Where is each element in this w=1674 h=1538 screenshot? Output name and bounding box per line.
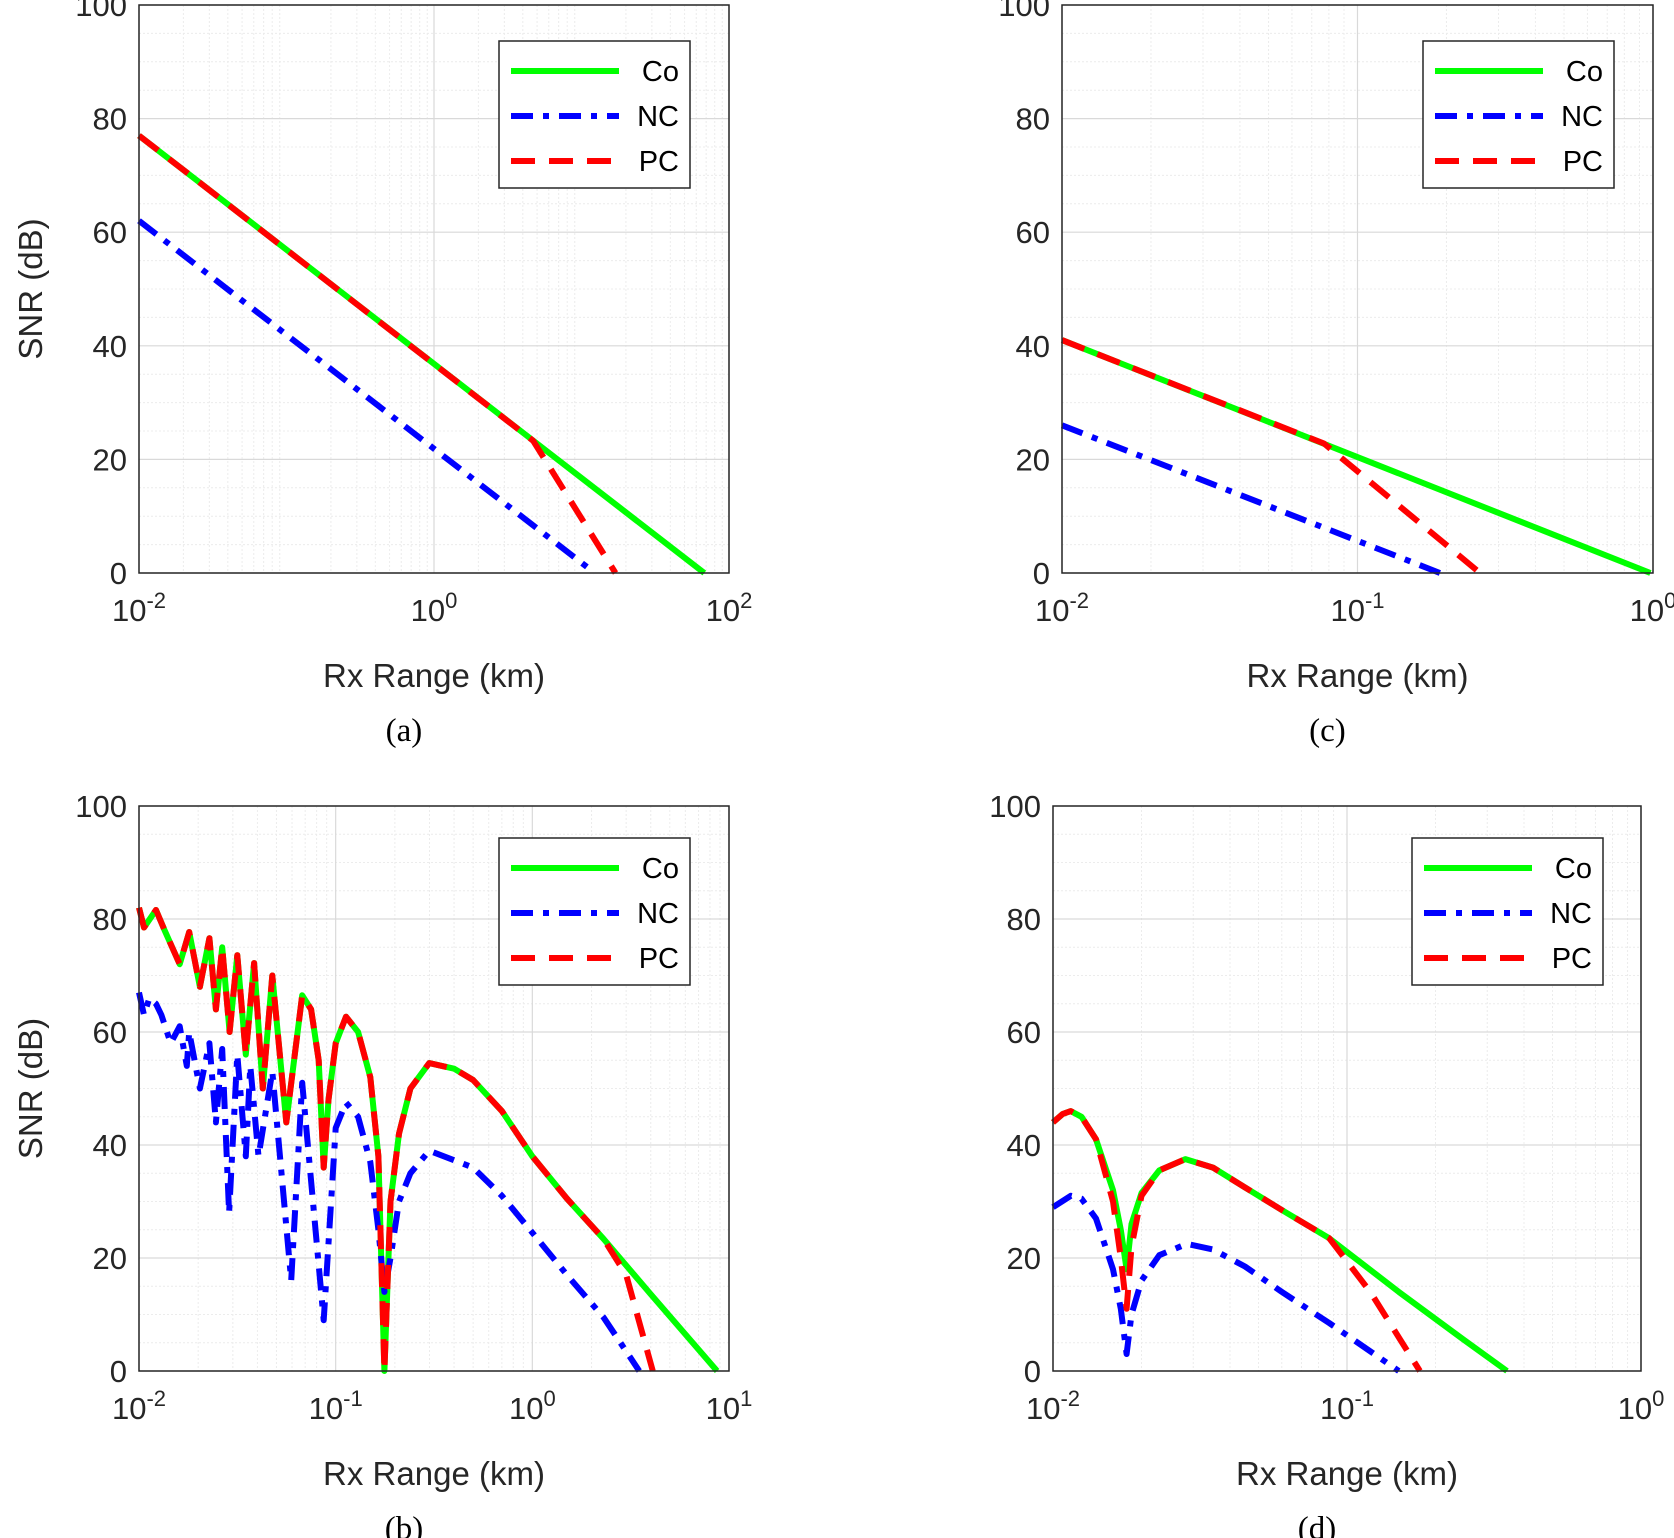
- y-tick-label: 100: [989, 789, 1041, 824]
- legend-label-co: Co: [1555, 853, 1592, 885]
- x-tick-label: 101: [706, 1386, 753, 1426]
- y-tick-label: 0: [1033, 556, 1050, 591]
- legend: Co NC PC: [498, 40, 691, 189]
- series-line-co: [1060, 337, 1652, 576]
- series-line-pc: [1051, 1108, 1423, 1373]
- y-tick-label: 100: [75, 789, 127, 824]
- y-tick-label: 100: [75, 0, 127, 23]
- series-line-pc: [136, 906, 656, 1374]
- y-tick-label: 60: [1007, 1015, 1041, 1050]
- y-tick-label: 20: [93, 442, 127, 477]
- series-line-nc: [1051, 1192, 1401, 1374]
- x-axis-label: Rx Range (km): [1236, 1455, 1458, 1492]
- y-tick-label: 20: [93, 1241, 127, 1276]
- legend-label-pc: PC: [1563, 146, 1603, 178]
- series-line-pc: [137, 133, 619, 575]
- x-tick-label: 102: [706, 588, 753, 628]
- legend-label-pc: PC: [1552, 943, 1592, 975]
- legend-label-co: Co: [1566, 56, 1603, 88]
- legend: Co NC PC: [1411, 837, 1604, 986]
- legend-label-nc: NC: [637, 898, 679, 930]
- legend-label-pc: PC: [639, 146, 679, 178]
- series-line-nc: [1060, 422, 1441, 576]
- x-tick-label: 10-2: [1026, 1386, 1080, 1426]
- x-tick-label: 10-2: [112, 588, 166, 628]
- y-tick-label: 0: [110, 556, 127, 591]
- y-tick-label: 60: [93, 1015, 127, 1050]
- y-tick-label: 40: [93, 1128, 127, 1163]
- x-tick-label: 10-2: [1035, 588, 1089, 628]
- chart-panel-b: 0 20 40 60 80 100 10-2 10-1 100 101 Rx Range (km) S…: [12, 789, 752, 1538]
- legend-label-nc: NC: [637, 101, 679, 133]
- axes-box: [1061, 4, 1654, 574]
- series-line-nc: [136, 991, 642, 1373]
- y-tick-label: 80: [93, 102, 127, 137]
- panel-caption: (b): [385, 1511, 423, 1538]
- y-tick-label: 60: [1016, 215, 1050, 250]
- y-tick-label: 20: [1016, 442, 1050, 477]
- legend-label-co: Co: [642, 56, 679, 88]
- legend-label-nc: NC: [1561, 101, 1603, 133]
- x-tick-label: 100: [411, 588, 458, 628]
- chart-panel-a: 0 20 40 60 80 100 10-2 100 102 Rx Range (km) SNR (…: [12, 0, 752, 749]
- panel-caption: (a): [386, 713, 423, 749]
- panel-caption: (d): [1298, 1511, 1336, 1538]
- axes-box: [138, 805, 730, 1372]
- x-axis-label: Rx Range (km): [323, 657, 545, 694]
- x-tick-label: 10-1: [1320, 1386, 1374, 1426]
- x-tick-label: 10-1: [1330, 588, 1384, 628]
- y-axis-label: SNR (dB): [12, 1018, 49, 1159]
- axes-box: [138, 4, 730, 574]
- chart-panel-c: 0 20 40 60 80 100 10-2 10-1 100 Rx Range (km) (c) C…: [998, 0, 1674, 749]
- x-tick-label: 100: [1618, 1386, 1665, 1426]
- y-tick-label: 80: [93, 902, 127, 937]
- legend: Co NC PC: [498, 837, 691, 986]
- legend-label-pc: PC: [639, 943, 679, 975]
- y-tick-label: 80: [1016, 102, 1050, 137]
- y-tick-label: 0: [110, 1354, 127, 1389]
- legend-label-co: Co: [642, 853, 679, 885]
- x-tick-label: 100: [509, 1386, 556, 1426]
- x-axis-label: Rx Range (km): [323, 1455, 545, 1492]
- legend-label-nc: NC: [1550, 898, 1592, 930]
- y-tick-label: 80: [1007, 902, 1041, 937]
- y-axis-label: SNR (dB): [12, 218, 49, 359]
- series-line-nc: [137, 218, 597, 576]
- axes-box: [1052, 805, 1642, 1372]
- y-tick-label: 20: [1007, 1241, 1041, 1276]
- y-tick-label: 40: [93, 329, 127, 364]
- legend: Co NC PC: [1422, 40, 1615, 189]
- y-tick-label: 40: [1016, 329, 1050, 364]
- x-tick-label: 10-1: [309, 1386, 363, 1426]
- y-tick-label: 60: [93, 215, 127, 250]
- x-tick-label: 10-2: [112, 1386, 166, 1426]
- chart-panel-d: 0 20 40 60 80 100 10-2 10-1 100 Rx Range (km) (d) C…: [989, 789, 1664, 1538]
- x-tick-label: 100: [1630, 588, 1674, 628]
- panel-caption: (c): [1309, 713, 1346, 749]
- y-tick-label: 40: [1007, 1128, 1041, 1163]
- y-tick-label: 100: [998, 0, 1050, 23]
- x-axis-label: Rx Range (km): [1247, 657, 1469, 694]
- y-tick-label: 0: [1024, 1354, 1041, 1389]
- series-line-pc: [1060, 337, 1483, 576]
